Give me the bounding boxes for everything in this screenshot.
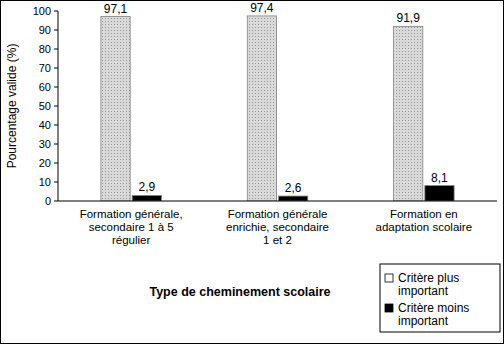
y-tick (54, 87, 58, 88)
bar (247, 16, 276, 201)
text-line: enrichie, secondaire (226, 221, 329, 233)
text-line: important (398, 314, 449, 328)
bar (279, 196, 308, 201)
legend-frame (380, 264, 500, 332)
data-label: 97,1 (104, 2, 128, 16)
text-line: secondaire 1 à 5 (89, 221, 174, 233)
chart-frame (1, 1, 504, 344)
y-tick-label: 0 (45, 195, 51, 207)
y-tick-label: 40 (39, 119, 51, 131)
x-tick-label: Formation généraleenrichie, secondaire1 … (226, 208, 329, 246)
data-label: 91,9 (397, 11, 421, 25)
legend-swatch (385, 304, 393, 312)
y-tick-label: 60 (39, 81, 51, 93)
text-line: Formation générale, (80, 208, 183, 220)
y-tick (54, 182, 58, 183)
bar (101, 17, 130, 201)
bar (425, 186, 454, 201)
legend-swatch (385, 274, 393, 282)
text-line: Formation générale (228, 208, 328, 220)
y-tick (54, 68, 58, 69)
legend: Critère plusimportantCritère moinsimport… (380, 264, 500, 332)
y-tick (54, 30, 58, 31)
y-tick-label: 10 (39, 176, 51, 188)
x-axis-title: Type de cheminement scolaire (149, 285, 330, 299)
legend-label: Critère moinsimportant (398, 301, 469, 328)
y-axis-title: Pourcentage valide (%) (5, 44, 19, 169)
y-tick-label: 30 (39, 138, 51, 150)
text-line: Critère plus (398, 271, 459, 285)
y-tick (54, 144, 58, 145)
y-axis (58, 11, 59, 201)
bars (101, 16, 454, 201)
text-line: Formation en (390, 208, 458, 220)
y-tick-label: 90 (39, 24, 51, 36)
y-tick (54, 125, 58, 126)
x-tick-label: Formation enadaptation scolaire (376, 208, 473, 233)
legend-label: Critère plusimportant (398, 271, 459, 298)
y-tick-label: 70 (39, 62, 51, 74)
data-labels: 97,1 2,9 97,4 2,6 91,9 8,1 (104, 1, 448, 195)
y-tick (54, 106, 58, 107)
data-label: 2,9 (138, 180, 155, 194)
x-tick-label: Formation générale,secondaire 1 à 5régul… (80, 208, 183, 246)
data-label: 97,4 (250, 1, 274, 15)
y-tick-label: 50 (39, 100, 51, 112)
chart: Pourcentage valide (%) 0 10 20 30 40 50 60 70 80 9… (0, 0, 504, 344)
bar (132, 195, 161, 201)
text-line: régulier (112, 234, 151, 246)
y-tick-label: 100 (33, 5, 51, 17)
y-tick (54, 201, 58, 202)
data-label: 2,6 (285, 181, 302, 195)
text-line: adaptation scolaire (376, 221, 473, 233)
y-tick (54, 163, 58, 164)
y-tick-label: 80 (39, 43, 51, 55)
y-tick-label: 20 (39, 157, 51, 169)
bar (394, 26, 423, 201)
y-tick (54, 11, 58, 12)
text-line: important (398, 284, 449, 298)
data-label: 8,1 (431, 171, 448, 185)
text-line: 1 et 2 (263, 234, 292, 246)
x-axis (58, 201, 497, 202)
text-line: Critère moins (398, 301, 469, 315)
y-tick (54, 49, 58, 50)
